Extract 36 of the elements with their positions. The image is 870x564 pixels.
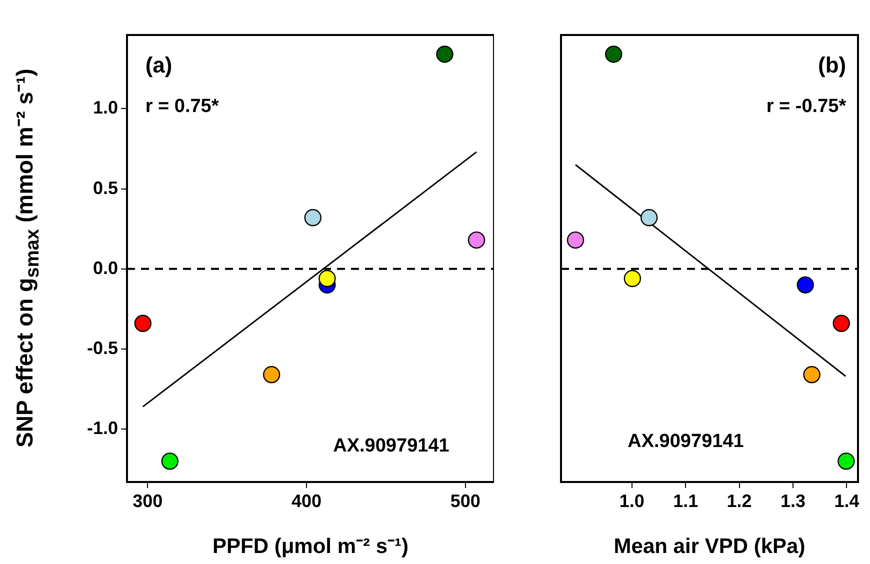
point xyxy=(468,231,486,249)
point xyxy=(838,452,855,470)
point xyxy=(566,231,584,249)
x-axis-title: PPFD (μmol m⁻² s⁻¹) xyxy=(212,535,409,558)
y-tick-label: 0.5 xyxy=(92,178,118,198)
point xyxy=(640,209,658,226)
annotation: (b) xyxy=(818,52,846,78)
annotation: AX.90979141 xyxy=(628,431,744,452)
point xyxy=(796,276,814,294)
annotation: r = 0.75* xyxy=(145,96,220,117)
point xyxy=(605,46,622,63)
point xyxy=(161,452,178,470)
y-tick-label: 0.0 xyxy=(92,258,118,278)
x-tick-label: 1.0 xyxy=(619,490,644,511)
y-tick-label: 1.0 xyxy=(92,98,118,118)
x-tick-label: 1.4 xyxy=(834,490,860,511)
x-tick-label: 500 xyxy=(450,490,480,511)
y-tick-label: -1.0 xyxy=(86,418,118,438)
x-tick-label: 1.2 xyxy=(726,490,752,511)
x-tick-label: 1.1 xyxy=(673,490,698,511)
x-tick-label: 400 xyxy=(292,490,322,511)
point xyxy=(624,270,642,288)
point xyxy=(832,314,850,332)
x-axis-title: Mean air VPD (kPa) xyxy=(614,535,806,558)
point xyxy=(262,366,280,384)
point xyxy=(134,314,152,332)
annotation: r = -0.75* xyxy=(766,96,847,117)
point xyxy=(803,366,820,384)
point xyxy=(436,46,454,63)
point xyxy=(304,209,322,226)
x-tick-label: 1.3 xyxy=(780,490,806,511)
y-tick-label: -0.5 xyxy=(86,338,118,358)
annotation: (a) xyxy=(145,52,172,78)
point xyxy=(318,270,336,288)
annotation: AX.90979141 xyxy=(333,435,450,456)
x-tick-label: 300 xyxy=(132,490,163,511)
